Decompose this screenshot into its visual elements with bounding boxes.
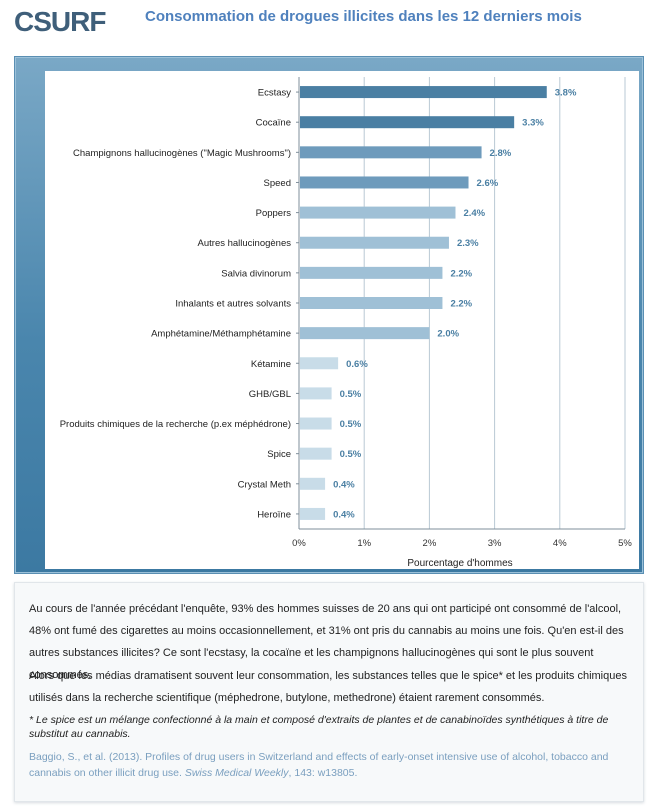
- category-label: Cocaïne: [256, 118, 291, 129]
- page-title: Consommation de drogues illicites dans l…: [145, 8, 582, 25]
- data-label: 2.6%: [477, 178, 499, 189]
- category-label: GHB/GBL: [249, 389, 291, 400]
- bar: [300, 327, 430, 340]
- description-box: Au cours de l'année précédant l'enquête,…: [14, 582, 644, 802]
- chart-area: 0% 1% 2% 3% 4% 5% Ecstasy 3.8% Cocaïne 3.3% Champi…: [45, 71, 639, 569]
- bar: [300, 507, 326, 520]
- data-label: 3.8%: [555, 88, 577, 99]
- data-label: 0.5%: [340, 449, 362, 460]
- bar: [300, 357, 339, 370]
- bar: [300, 176, 469, 189]
- category-label: Crystal Meth: [238, 479, 291, 490]
- bar: [300, 447, 332, 460]
- bar: [300, 146, 482, 159]
- data-label: 0.6%: [346, 359, 368, 370]
- reference-volume: , 143: w13805.: [288, 767, 358, 779]
- category-label: Heroïne: [257, 509, 291, 520]
- category-label: Produits chimiques de la recherche (p.ex…: [60, 419, 291, 430]
- paragraph-media: Alors que les médias dramatisent souvent…: [29, 670, 627, 704]
- footnote-spice: * Le spice est un mélange confectionné à…: [29, 714, 609, 740]
- data-label: 0.4%: [333, 479, 355, 490]
- category-label: Inhalants et autres solvants: [175, 299, 291, 310]
- x-tick-label: 0%: [292, 538, 306, 549]
- category-label: Kétamine: [251, 359, 291, 370]
- data-label: 3.3%: [522, 118, 544, 129]
- category-label: Autres hallucinogènes: [198, 238, 292, 249]
- category-label: Champignons hallucinogènes ("Magic Mushr…: [73, 148, 291, 159]
- data-label: 0.5%: [340, 389, 362, 400]
- data-label: 2.3%: [457, 238, 479, 249]
- category-label: Ecstasy: [258, 88, 292, 99]
- data-label: 2.4%: [463, 208, 485, 219]
- category-label: Poppers: [256, 208, 292, 219]
- x-axis-title: Pourcentage d'hommes: [407, 558, 512, 569]
- data-label: 2.2%: [450, 268, 472, 279]
- data-label: 2.2%: [450, 299, 472, 310]
- bar: [300, 116, 515, 129]
- bar: [300, 266, 443, 279]
- bar: [300, 236, 449, 249]
- chart-panel: 0% 1% 2% 3% 4% 5% Ecstasy 3.8% Cocaïne 3.3% Champi…: [14, 56, 644, 574]
- bar: [300, 206, 456, 219]
- bar: [300, 297, 443, 309]
- bar: [300, 477, 326, 490]
- bar: [300, 86, 547, 99]
- csurf-logo: CSURF: [14, 6, 118, 36]
- x-tick-label: 4%: [553, 538, 567, 549]
- logo-text: CSURF: [14, 6, 106, 36]
- category-label: Speed: [264, 178, 291, 189]
- reference: Baggio, S., et al. (2013). Profiles of d…: [29, 749, 635, 781]
- x-tick-label: 1%: [357, 538, 371, 549]
- data-label: 2.0%: [437, 329, 459, 340]
- x-tick-label: 2%: [423, 538, 437, 549]
- category-label: Amphétamine/Méthamphétamine: [151, 329, 291, 340]
- logo-graphic: CSURF: [14, 6, 107, 36]
- x-tick-label: 5%: [618, 538, 632, 549]
- data-label: 0.5%: [340, 419, 362, 430]
- data-label: 2.8%: [490, 148, 512, 159]
- category-label: Salvia divinorum: [221, 268, 291, 279]
- paragraph-intro: Au cours de l'année précédant l'enquête,…: [29, 603, 624, 681]
- bar: [300, 417, 332, 430]
- bar: [300, 387, 332, 400]
- reference-journal: Swiss Medical Weekly: [184, 767, 289, 779]
- reference-authors-title: Baggio, S., et al. (2013). Profiles of d…: [29, 751, 609, 779]
- x-tick-label: 3%: [488, 538, 502, 549]
- bar-chart: 0% 1% 2% 3% 4% 5% Ecstasy 3.8% Cocaïne 3.3% Champi…: [60, 77, 632, 569]
- category-label: Spice: [267, 449, 291, 460]
- data-label: 0.4%: [333, 509, 355, 520]
